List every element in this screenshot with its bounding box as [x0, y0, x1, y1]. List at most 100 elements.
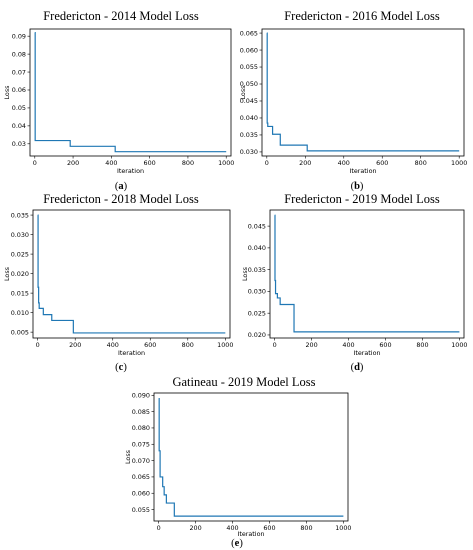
chart-title: Fredericton - 2019 Model Loss — [284, 192, 440, 206]
x-axis-label: Iteration — [118, 349, 145, 357]
x-tick-label: 1000 — [451, 159, 467, 167]
x-tick-label: 200 — [299, 159, 311, 167]
y-tick-label: 0.06 — [12, 86, 26, 94]
y-tick-label: 0.085 — [132, 408, 150, 416]
x-tick-label: 0 — [36, 341, 40, 349]
panel-c: Fredericton - 2018 Model Loss 0 200 400 600… — [3, 192, 233, 373]
x-tick-label: 1000 — [218, 159, 234, 167]
panel-e: Gatineau - 2019 Model Loss 0 200 400 600 800… — [124, 375, 352, 549]
x-axis-ticks: 0 200 400 600 800 1000 — [33, 156, 234, 167]
y-tick-label: 0.04 — [12, 122, 26, 130]
y-axis-ticks: 0.03 0.04 0.05 0.06 0.07 0.08 0.09 — [12, 32, 30, 148]
y-tick-label: 0.065 — [132, 473, 150, 481]
y-tick-label: 0.035 — [11, 211, 29, 219]
x-axis-label: Iteration — [237, 530, 264, 538]
y-axis-label: Loss — [3, 85, 11, 100]
y-tick-label: 0.050 — [240, 80, 258, 88]
x-tick-label: 200 — [305, 341, 317, 349]
y-tick-label: 0.020 — [248, 331, 266, 339]
x-tick-label: 600 — [379, 341, 391, 349]
y-tick-label: 0.09 — [12, 32, 26, 40]
x-tick-label: 800 — [416, 341, 428, 349]
y-tick-label: 0.07 — [12, 68, 26, 76]
panel-caption: (b) — [351, 181, 364, 192]
y-axis-label: Loss — [3, 266, 11, 281]
y-tick-label: 0.08 — [12, 50, 26, 58]
y-tick-label: 0.080 — [132, 424, 150, 432]
x-tick-label: 0 — [265, 159, 269, 167]
plot-frame — [32, 209, 231, 339]
panel-caption: (c) — [115, 362, 127, 373]
y-axis-label: Loss — [239, 85, 247, 100]
plot-frame — [261, 28, 465, 157]
panel-a: Fredericton - 2014 Model Loss 0 200 400 600… — [3, 9, 234, 192]
x-tick-label: 400 — [338, 159, 350, 167]
y-tick-label: 0.055 — [132, 506, 150, 514]
caption-letter: c — [119, 362, 124, 373]
x-tick-label: 200 — [67, 159, 79, 167]
caption-letter: d — [354, 362, 360, 373]
loss-line — [34, 31, 227, 153]
x-tick-label: 0 — [33, 159, 37, 167]
chart-title: Fredericton - 2014 Model Loss — [43, 9, 199, 23]
y-tick-label: 0.005 — [11, 328, 29, 336]
chart-title: Gatineau - 2019 Model Loss — [172, 375, 315, 389]
x-tick-label: 600 — [144, 341, 156, 349]
panel-d: Fredericton - 2019 Model Loss 0 200 400 600… — [241, 192, 468, 373]
y-tick-label: 0.070 — [132, 457, 150, 465]
y-axis-label: Loss — [124, 449, 132, 464]
x-tick-label: 600 — [263, 524, 275, 532]
y-tick-label: 0.090 — [132, 391, 150, 399]
x-tick-label: 600 — [376, 159, 388, 167]
x-tick-label: 400 — [342, 341, 354, 349]
y-tick-label: 0.035 — [248, 266, 266, 274]
chart-title: Fredericton - 2018 Model Loss — [43, 192, 199, 206]
y-tick-label: 0.030 — [240, 148, 258, 156]
y-tick-label: 0.025 — [248, 309, 266, 317]
x-tick-label: 200 — [69, 341, 81, 349]
y-tick-label: 0.060 — [132, 489, 150, 497]
plot-frame — [29, 28, 232, 157]
y-tick-label: 0.060 — [240, 46, 258, 54]
x-axis-label: Iteration — [353, 349, 380, 357]
x-tick-label: 1000 — [335, 524, 351, 532]
panel-caption: (d) — [351, 362, 364, 373]
x-tick-label: 800 — [182, 159, 194, 167]
x-axis-label: Iteration — [117, 167, 144, 175]
y-axis-ticks: 0.005 0.010 0.015 0.020 0.025 0.030 0.035 — [11, 211, 33, 336]
x-axis-ticks: 0 200 400 600 800 1000 — [157, 521, 352, 532]
x-axis-label: Iteration — [349, 167, 376, 175]
x-axis-ticks: 0 200 400 600 800 1000 — [273, 338, 468, 349]
x-tick-label: 1000 — [451, 341, 467, 349]
x-tick-label: 400 — [226, 524, 238, 532]
x-tick-label: 1000 — [217, 341, 233, 349]
y-tick-label: 0.045 — [248, 222, 266, 230]
x-tick-label: 800 — [300, 524, 312, 532]
x-tick-label: 600 — [144, 159, 156, 167]
caption-letter: a — [118, 181, 124, 192]
y-tick-label: 0.010 — [11, 309, 29, 317]
y-tick-label: 0.040 — [240, 114, 258, 122]
y-axis-ticks: 0.020 0.025 0.030 0.035 0.040 0.045 — [248, 222, 270, 339]
y-axis-label: Loss — [241, 266, 249, 281]
y-tick-label: 0.065 — [240, 29, 258, 37]
caption-letter: e — [235, 538, 240, 549]
x-tick-label: 200 — [189, 524, 201, 532]
x-axis-ticks: 0 200 400 600 800 1000 — [265, 156, 467, 167]
x-tick-label: 0 — [273, 341, 277, 349]
y-tick-label: 0.025 — [11, 250, 29, 258]
panel-caption: (e) — [231, 538, 243, 549]
y-tick-label: 0.03 — [12, 140, 26, 148]
loss-line — [274, 214, 460, 333]
caption-letter: b — [354, 181, 360, 192]
y-tick-label: 0.015 — [11, 289, 29, 297]
chart-title: Fredericton - 2016 Model Loss — [284, 9, 440, 23]
y-tick-label: 0.055 — [240, 63, 258, 71]
y-tick-label: 0.030 — [248, 288, 266, 296]
plot-frame — [153, 392, 349, 522]
x-tick-label: 800 — [182, 341, 194, 349]
loss-line — [37, 214, 226, 334]
x-axis-ticks: 0 200 400 600 800 1000 — [36, 338, 233, 349]
y-tick-label: 0.040 — [248, 244, 266, 252]
